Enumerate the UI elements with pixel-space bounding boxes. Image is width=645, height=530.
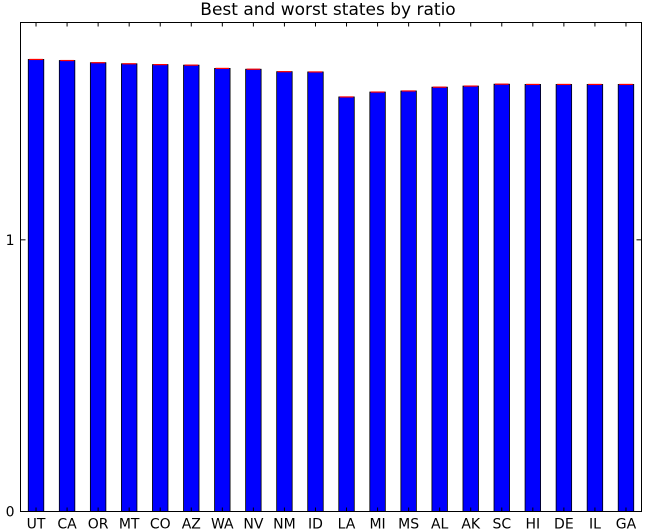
x-tick-label-ut: UT <box>27 517 46 530</box>
x-axis: UT CA OR MT CO AZ WA NV NM ID LA MI MS AL AK SC HI DE IL GA <box>27 22 637 530</box>
bar-la <box>338 96 355 512</box>
bar-mt <box>121 63 138 512</box>
x-tick-label-la: LA <box>338 517 356 530</box>
y-tick-label: 1 <box>6 233 15 249</box>
x-tick-label-wa: WA <box>211 517 234 530</box>
bar-nm <box>276 71 293 512</box>
bar-id <box>307 71 324 512</box>
x-tick-label-sc: SC <box>492 517 511 530</box>
x-tick-label-ga: GA <box>616 517 637 530</box>
bar-ms <box>400 90 417 512</box>
x-tick-label-or: OR <box>88 517 109 530</box>
x-tick-label-nv: NV <box>243 517 263 530</box>
y-tick-label: 0 <box>6 505 15 521</box>
x-tick-label-mi: MI <box>369 517 385 530</box>
bar-ca <box>58 60 76 512</box>
bar-or <box>89 62 107 512</box>
bar-wa <box>214 68 231 512</box>
bar-co <box>152 64 169 512</box>
bar-az <box>183 64 200 512</box>
bar-group <box>27 58 635 512</box>
x-tick-label-az: AZ <box>182 517 201 530</box>
bar-ut <box>27 59 45 512</box>
bar-hi <box>524 84 541 512</box>
bar-sc <box>493 83 510 512</box>
x-tick-label-co: CO <box>150 517 171 530</box>
x-tick-label-mt: MT <box>119 517 140 530</box>
x-tick-label-ak: AK <box>461 517 481 530</box>
bar-al <box>431 86 448 512</box>
x-tick-label-al: AL <box>431 517 449 530</box>
x-tick-label-ms: MS <box>398 517 419 530</box>
x-tick-label-id: ID <box>308 517 323 530</box>
x-tick-label-de: DE <box>554 517 574 530</box>
bar-nv <box>245 68 262 512</box>
bar-de <box>555 84 573 512</box>
bar-mi <box>369 91 386 512</box>
plot-frame <box>20 22 642 512</box>
x-tick-label-nm: NM <box>273 517 296 530</box>
x-tick-label-hi: HI <box>525 517 540 530</box>
bar-il <box>586 84 604 512</box>
bar-ga <box>617 84 635 512</box>
bar-ak <box>462 85 479 512</box>
x-tick-label-ca: CA <box>57 517 77 530</box>
x-tick-label-il: IL <box>589 517 601 530</box>
chart-title: Best and worst states by ratio <box>200 0 455 20</box>
